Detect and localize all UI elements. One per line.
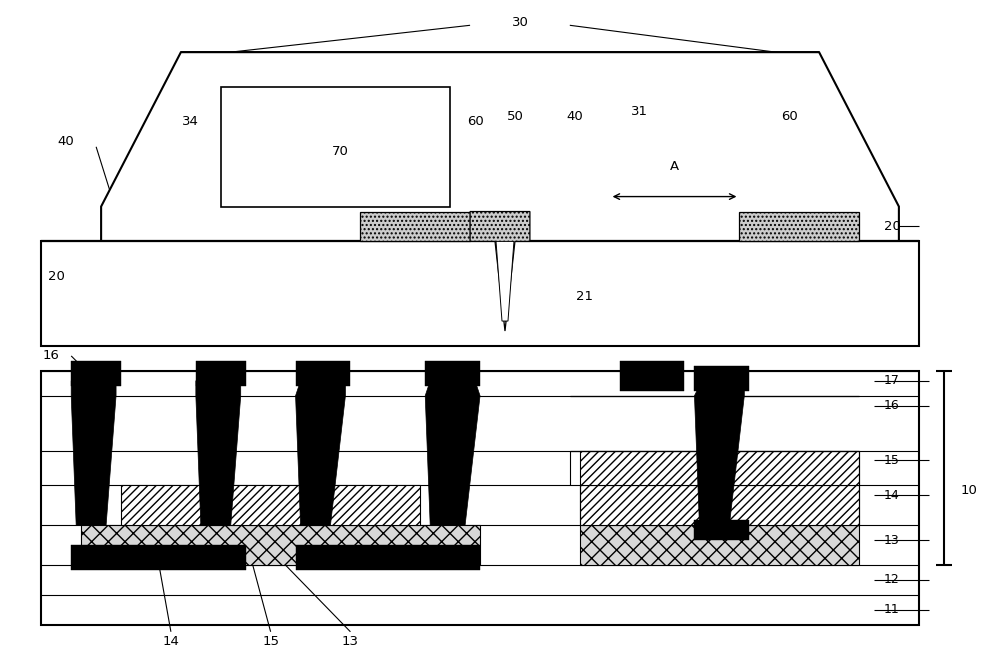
Text: 15: 15 xyxy=(884,454,900,467)
Text: 34: 34 xyxy=(182,115,199,128)
Text: 70: 70 xyxy=(332,145,349,158)
Bar xyxy=(196,361,246,386)
Bar xyxy=(425,361,480,386)
Text: 30: 30 xyxy=(512,16,528,29)
Polygon shape xyxy=(296,381,345,525)
Bar xyxy=(580,485,859,525)
Bar xyxy=(221,87,450,207)
Text: 60: 60 xyxy=(467,115,483,128)
Text: 20: 20 xyxy=(884,220,901,233)
Bar xyxy=(580,525,859,565)
Bar xyxy=(620,361,684,391)
Text: 50: 50 xyxy=(507,111,523,123)
Polygon shape xyxy=(425,381,480,525)
Text: 40: 40 xyxy=(58,136,75,148)
Text: 60: 60 xyxy=(781,111,798,123)
Bar xyxy=(81,525,480,565)
Bar xyxy=(41,242,919,346)
Polygon shape xyxy=(101,52,899,242)
Bar xyxy=(580,450,859,485)
Text: 15: 15 xyxy=(262,635,279,648)
Text: 14: 14 xyxy=(162,635,179,648)
Bar xyxy=(71,361,121,386)
Text: 14: 14 xyxy=(884,489,900,502)
Bar xyxy=(296,361,350,386)
Polygon shape xyxy=(196,381,241,525)
Bar xyxy=(41,371,919,625)
Bar xyxy=(694,366,749,391)
Bar xyxy=(739,211,859,242)
Text: 13: 13 xyxy=(342,635,359,648)
Text: 17: 17 xyxy=(884,374,900,387)
Polygon shape xyxy=(496,242,514,321)
Text: 11: 11 xyxy=(884,603,900,617)
Text: 21: 21 xyxy=(576,290,593,303)
Bar xyxy=(71,545,246,570)
Text: 20: 20 xyxy=(48,270,65,282)
Polygon shape xyxy=(71,381,116,525)
Text: 10: 10 xyxy=(960,484,977,497)
Text: 16: 16 xyxy=(43,350,60,362)
Text: A: A xyxy=(670,160,679,173)
Text: 16: 16 xyxy=(884,399,900,412)
Text: 31: 31 xyxy=(631,105,648,118)
Polygon shape xyxy=(470,211,530,331)
Bar xyxy=(296,545,480,570)
Text: 13: 13 xyxy=(884,533,900,547)
Bar xyxy=(360,211,470,242)
Bar xyxy=(694,520,749,540)
Polygon shape xyxy=(694,386,744,525)
Text: 12: 12 xyxy=(884,574,900,586)
Text: 40: 40 xyxy=(566,111,583,123)
Bar xyxy=(121,485,420,525)
